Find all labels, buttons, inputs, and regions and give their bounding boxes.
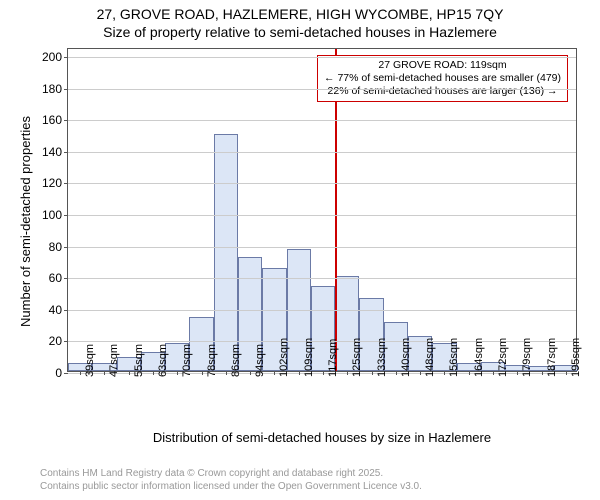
x-tick-label: 94sqm xyxy=(254,344,266,377)
plot-area: 27 GROVE ROAD: 119sqm ← 77% of semi-deta… xyxy=(67,48,577,372)
grid-line xyxy=(68,310,576,311)
grid-line xyxy=(68,183,576,184)
x-tick-mark xyxy=(202,371,203,375)
x-tick-label: 140sqm xyxy=(400,338,412,377)
grid-line xyxy=(68,57,576,58)
y-tick-label: 180 xyxy=(42,82,68,96)
grid-line xyxy=(68,215,576,216)
title-block: 27, GROVE ROAD, HAZLEMERE, HIGH WYCOMBE,… xyxy=(0,0,600,41)
x-tick-mark xyxy=(80,371,81,375)
x-tick-label: 195sqm xyxy=(570,338,582,377)
y-tick-label: 60 xyxy=(49,271,68,285)
y-tick-label: 0 xyxy=(55,366,68,380)
x-tick-mark xyxy=(444,371,445,375)
grid-line xyxy=(68,89,576,90)
y-axis-label: Number of semi-detached properties xyxy=(18,116,33,327)
annotation-line2: ← 77% of semi-detached houses are smalle… xyxy=(324,72,561,85)
annotation-line1: 27 GROVE ROAD: 119sqm xyxy=(324,59,561,72)
x-tick-mark xyxy=(420,371,421,375)
x-tick-label: 78sqm xyxy=(206,344,218,377)
x-tick-mark xyxy=(299,371,300,375)
x-tick-mark xyxy=(250,371,251,375)
x-tick-label: 109sqm xyxy=(303,338,315,377)
x-tick-label: 86sqm xyxy=(230,344,242,377)
x-tick-mark xyxy=(542,371,543,375)
x-tick-mark xyxy=(493,371,494,375)
x-tick-label: 47sqm xyxy=(108,344,120,377)
y-tick-label: 40 xyxy=(49,303,68,317)
x-tick-mark xyxy=(153,371,154,375)
x-tick-label: 156sqm xyxy=(448,338,460,377)
x-tick-mark xyxy=(177,371,178,375)
x-tick-label: 39sqm xyxy=(84,344,96,377)
x-tick-mark xyxy=(104,371,105,375)
x-tick-label: 172sqm xyxy=(497,338,509,377)
x-tick-mark xyxy=(517,371,518,375)
y-tick-label: 80 xyxy=(49,240,68,254)
x-tick-label: 187sqm xyxy=(546,338,558,377)
x-tick-mark xyxy=(469,371,470,375)
x-tick-label: 125sqm xyxy=(351,338,363,377)
x-tick-label: 179sqm xyxy=(521,338,533,377)
x-tick-mark xyxy=(396,371,397,375)
x-tick-label: 102sqm xyxy=(278,338,290,377)
y-tick-label: 100 xyxy=(42,208,68,222)
y-tick-label: 200 xyxy=(42,50,68,64)
x-tick-mark xyxy=(372,371,373,375)
x-tick-label: 70sqm xyxy=(181,344,193,377)
x-tick-label: 63sqm xyxy=(157,344,169,377)
x-tick-label: 55sqm xyxy=(133,344,145,377)
title-line1: 27, GROVE ROAD, HAZLEMERE, HIGH WYCOMBE,… xyxy=(0,6,600,24)
grid-line xyxy=(68,152,576,153)
footer-line1: Contains HM Land Registry data © Crown c… xyxy=(40,468,422,481)
x-tick-label: 117sqm xyxy=(327,339,339,377)
y-tick-label: 120 xyxy=(42,176,68,190)
grid-line xyxy=(68,278,576,279)
x-tick-mark xyxy=(226,371,227,375)
x-tick-mark xyxy=(274,371,275,375)
y-tick-label: 160 xyxy=(42,113,68,127)
footer-line2: Contains public sector information licen… xyxy=(40,481,422,494)
x-tick-mark xyxy=(129,371,130,375)
footer: Contains HM Land Registry data © Crown c… xyxy=(40,468,422,493)
annotation-box: 27 GROVE ROAD: 119sqm ← 77% of semi-deta… xyxy=(317,55,568,102)
y-tick-label: 20 xyxy=(49,334,68,348)
chart-container: 27, GROVE ROAD, HAZLEMERE, HIGH WYCOMBE,… xyxy=(0,0,600,500)
x-tick-mark xyxy=(323,371,324,375)
x-tick-label: 148sqm xyxy=(424,338,436,377)
y-tick-label: 140 xyxy=(42,145,68,159)
x-tick-mark xyxy=(566,371,567,375)
grid-line xyxy=(68,247,576,248)
x-tick-label: 164sqm xyxy=(473,338,485,377)
grid-line xyxy=(68,120,576,121)
annotation-line3: 22% of semi-detached houses are larger (… xyxy=(324,85,561,98)
title-line2: Size of property relative to semi-detach… xyxy=(0,24,600,42)
x-tick-mark xyxy=(347,371,348,375)
x-axis-label: Distribution of semi-detached houses by … xyxy=(67,430,577,445)
histogram-bar xyxy=(214,134,238,371)
x-tick-label: 133sqm xyxy=(376,338,388,377)
